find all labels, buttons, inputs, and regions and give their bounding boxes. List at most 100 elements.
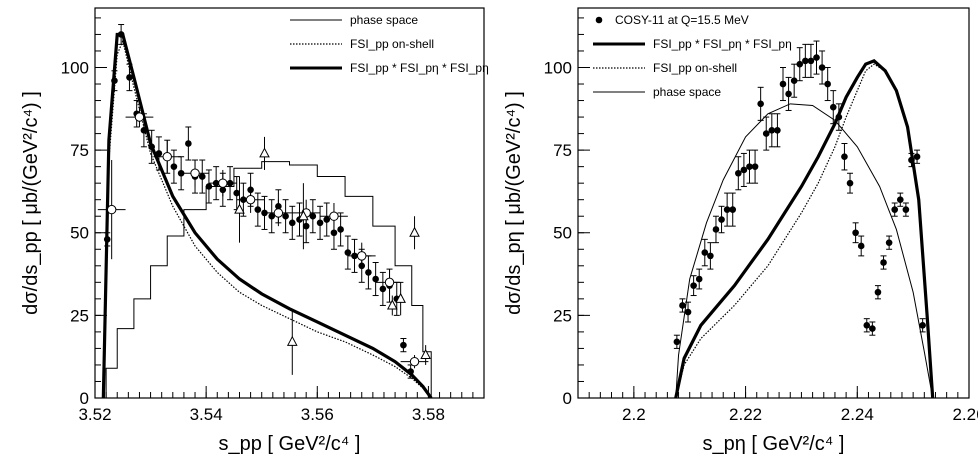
data-point-open-triangle bbox=[259, 147, 270, 158]
data-point-filled bbox=[857, 242, 865, 250]
data-point-open-circle bbox=[409, 356, 420, 367]
data-point-filled bbox=[841, 153, 848, 161]
data-point-open-circle bbox=[357, 251, 367, 261]
legend-label: FSI_pp * FSI_pη * FSI_pη bbox=[653, 37, 792, 51]
data-point-filled bbox=[309, 212, 317, 220]
data-point-filled bbox=[818, 64, 826, 71]
y-tick-label: 100 bbox=[61, 58, 89, 77]
data-point-filled bbox=[282, 212, 289, 220]
y-tick-label: 25 bbox=[553, 306, 572, 325]
data-point-filled bbox=[365, 269, 372, 276]
data-point-filled bbox=[723, 206, 731, 213]
x-tick-label: 2.2 bbox=[622, 405, 646, 424]
data-point-open-triangle bbox=[234, 203, 245, 214]
data-point-filled bbox=[379, 285, 387, 293]
data-point-filled bbox=[185, 140, 192, 147]
x-tick-label: 3.56 bbox=[301, 405, 334, 424]
data-point-filled bbox=[829, 103, 837, 111]
data-point-filled bbox=[233, 189, 241, 197]
data-point-filled bbox=[205, 183, 213, 190]
data-point-open-triangle bbox=[298, 210, 309, 221]
x-tick-label: 2.24 bbox=[841, 405, 874, 424]
data-point-open-circle bbox=[329, 211, 339, 221]
x-tick-label: 3.58 bbox=[412, 405, 445, 424]
y-tick-label: 75 bbox=[553, 141, 572, 160]
data-point-open-circle bbox=[273, 208, 284, 218]
y-axis-label: dσ/ds_pp [ μb/(GeV²/c⁴) ] bbox=[20, 91, 42, 315]
data-point-filled bbox=[902, 206, 910, 213]
data-point-filled bbox=[126, 74, 133, 81]
data-point-filled bbox=[712, 226, 720, 233]
data-point-filled bbox=[707, 252, 714, 260]
y-axis-label: dσ/ds_pη [ μb/(GeV²/c⁴) ] bbox=[503, 91, 525, 315]
data-point-filled bbox=[729, 206, 737, 213]
data-point-filled bbox=[740, 166, 748, 174]
x-tick-label: 2.26 bbox=[952, 405, 978, 424]
data-point-open-triangle bbox=[395, 292, 406, 303]
data-point-filled bbox=[824, 80, 831, 88]
data-point-filled bbox=[690, 282, 697, 289]
data-point-filled bbox=[835, 113, 843, 121]
data-point-filled bbox=[198, 173, 206, 180]
data-point-filled bbox=[140, 126, 148, 134]
data-point-filled bbox=[774, 126, 781, 134]
data-point-open-triangle bbox=[286, 335, 298, 346]
data-point-open-triangle bbox=[386, 299, 398, 310]
data-point-filled bbox=[337, 226, 344, 233]
data-point-filled bbox=[846, 179, 854, 187]
data-point-filled bbox=[896, 196, 904, 203]
data-point-filled bbox=[908, 156, 915, 164]
data-point-open-triangle bbox=[420, 348, 431, 360]
data-point-filled bbox=[673, 338, 681, 346]
data-point-filled bbox=[790, 77, 798, 85]
data-point-open-circle bbox=[162, 152, 172, 162]
y-tick-label: 50 bbox=[70, 224, 89, 243]
data-point-filled bbox=[735, 169, 742, 177]
data-point-filled bbox=[762, 130, 770, 137]
data-point-filled bbox=[170, 163, 178, 170]
legend-title: COSY-11 at Q=15.5 MeV bbox=[615, 13, 749, 27]
x-tick-label: 3.54 bbox=[190, 405, 223, 424]
data-point-filled bbox=[785, 90, 792, 98]
data-point-filled bbox=[701, 249, 709, 256]
legend-label: phase space bbox=[350, 13, 418, 27]
data-point-filled bbox=[117, 31, 125, 38]
series-dotted bbox=[675, 63, 934, 398]
data-point-filled bbox=[316, 219, 324, 227]
y-tick-label: 75 bbox=[70, 141, 89, 160]
data-point-open-circle bbox=[245, 194, 256, 205]
data-point-filled bbox=[407, 368, 414, 375]
data-point-filled bbox=[268, 212, 276, 220]
legend-label: FSI_pp on-shell bbox=[350, 37, 434, 51]
data-point-filled bbox=[863, 321, 871, 329]
data-point-filled bbox=[400, 341, 407, 349]
data-point-filled bbox=[813, 54, 820, 61]
data-point-filled bbox=[155, 150, 163, 157]
data-point-filled bbox=[330, 229, 338, 237]
data-point-filled bbox=[372, 275, 379, 283]
data-point-open-circle bbox=[106, 204, 117, 215]
data-point-filled bbox=[695, 275, 703, 283]
data-point-open-circle bbox=[190, 168, 200, 178]
y-tick-label: 25 bbox=[70, 306, 89, 325]
data-point-open-triangle bbox=[409, 226, 420, 237]
data-point-filled bbox=[802, 57, 809, 65]
data-point-filled bbox=[288, 219, 296, 227]
plot-frame bbox=[94, 7, 485, 399]
series-dotted bbox=[102, 39, 432, 398]
data-point-filled bbox=[111, 77, 118, 85]
x-axis-label: s_pp [ GeV²/c⁴ ] bbox=[219, 433, 361, 455]
data-point-filled bbox=[807, 57, 815, 65]
data-point-filled bbox=[751, 163, 759, 170]
data-point-filled bbox=[880, 259, 887, 266]
data-point-filled bbox=[684, 308, 692, 316]
left-chart: 3.52 3.54 3.56 3.58 0 25 50 75 100 s_pp [ GeV²/c⁴… bbox=[20, 7, 489, 455]
data-point-filled bbox=[919, 321, 926, 329]
data-point-open-circle bbox=[134, 112, 145, 122]
x-tick-label: 2.22 bbox=[729, 405, 762, 424]
data-point-filled bbox=[103, 236, 111, 243]
right-chart: 2.2 2.22 2.24 2.26 0 25 50 75 100 s_pη [ GeV²/c⁴ … bbox=[503, 7, 978, 455]
data-point-filled bbox=[913, 153, 921, 161]
data-point-open-circle bbox=[384, 277, 395, 288]
